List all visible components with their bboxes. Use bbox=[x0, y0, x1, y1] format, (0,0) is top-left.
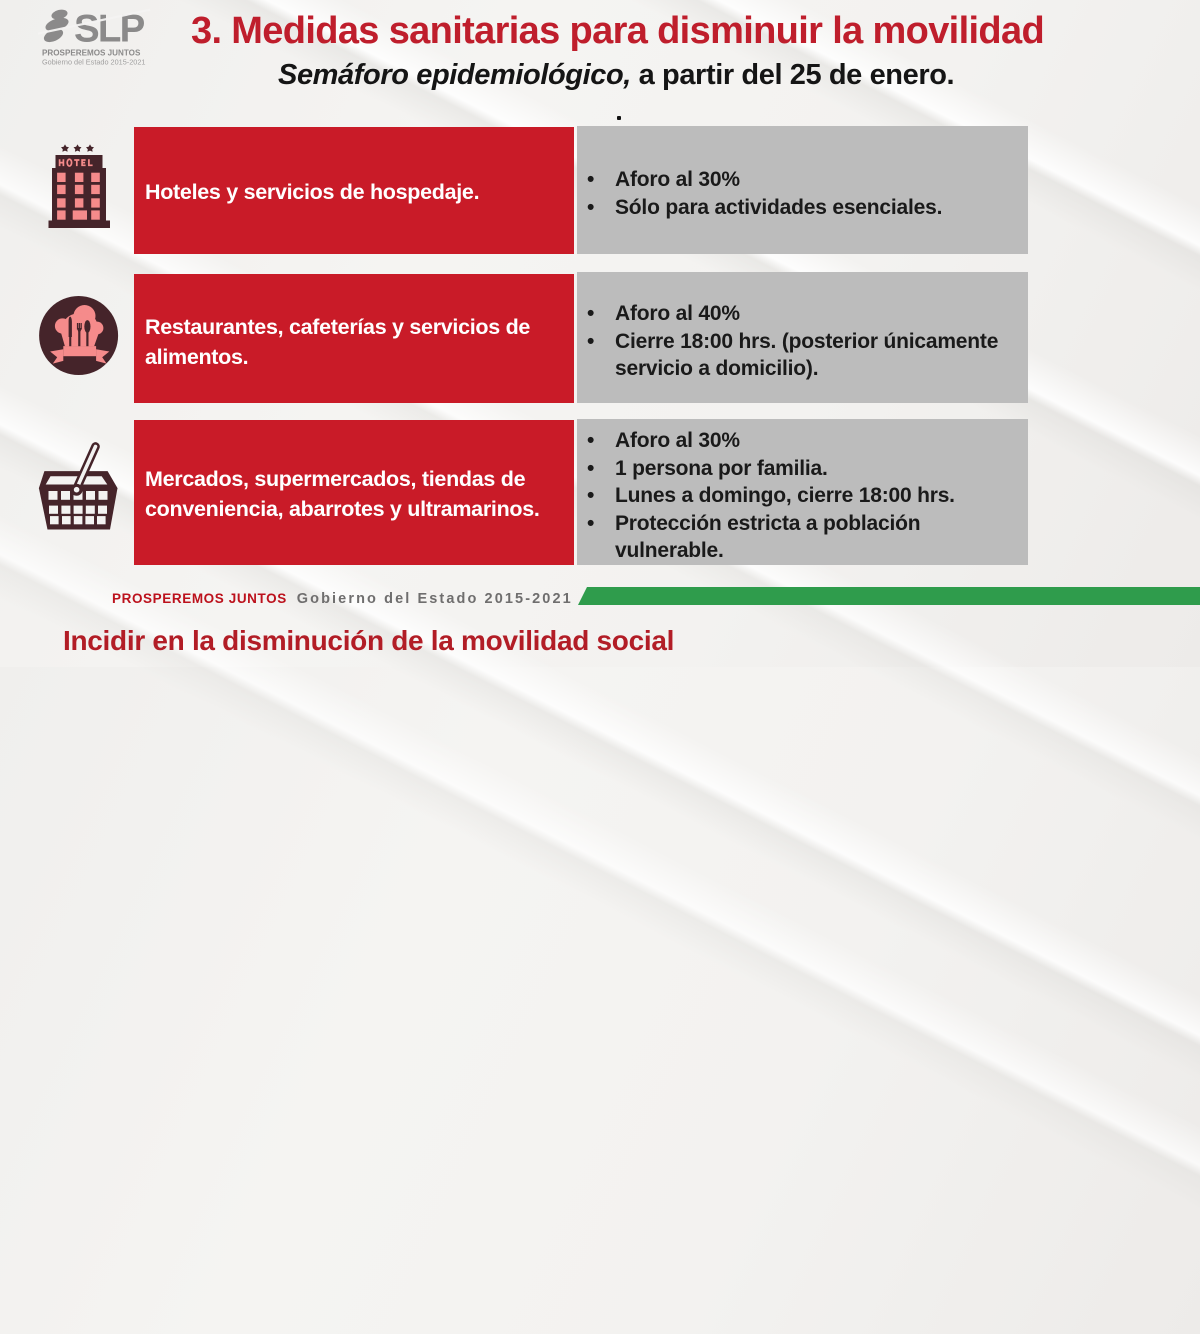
svg-text:SLP: SLP bbox=[74, 8, 145, 51]
svg-text:Gobierno del Estado 2015-2021: Gobierno del Estado 2015-2021 bbox=[42, 58, 145, 67]
svg-text:PROSPEREMOS JUNTOS: PROSPEREMOS JUNTOS bbox=[42, 49, 141, 58]
